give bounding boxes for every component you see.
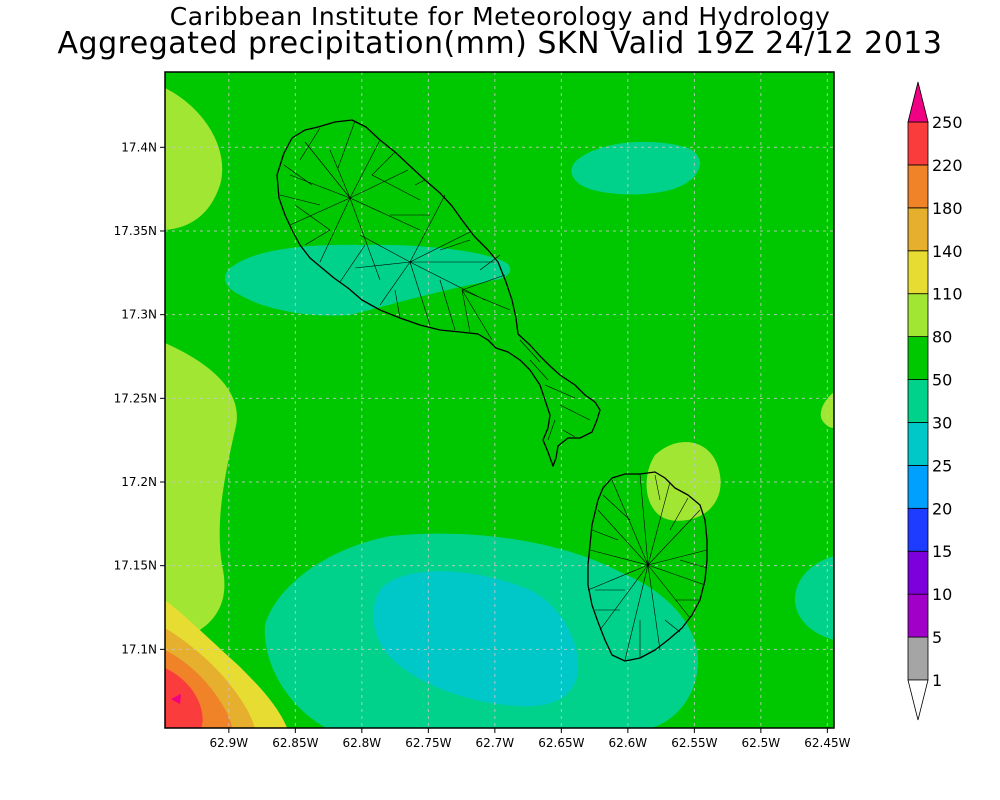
- colorbar-swatch: [907, 250, 929, 295]
- nevis-watersheds: [587, 473, 708, 661]
- contour-80-110-northwest: [165, 88, 223, 230]
- colorbar-swatch: [907, 507, 929, 552]
- lat-tick-label: 17.1N: [121, 642, 157, 656]
- colorbar-swatch: [907, 164, 929, 209]
- nevis-coastline: [587, 471, 708, 662]
- colorbar-label: 25: [932, 456, 952, 475]
- colorbar-over-triangle: [907, 81, 929, 123]
- colorbar-label: 250: [932, 113, 963, 132]
- colorbar-swatch: [907, 379, 929, 423]
- lat-tick-label: 17.3N: [121, 308, 157, 322]
- island-nevis: [587, 471, 708, 662]
- colorbar-swatch: [907, 336, 929, 380]
- lon-tick-label: 62.6W: [609, 736, 648, 750]
- colorbar-label: 5: [932, 628, 942, 647]
- contour-220-250-southwest: [165, 668, 203, 728]
- colorbar-label: 30: [932, 413, 952, 432]
- colorbar-label: 20: [932, 499, 952, 518]
- colorbar-label: 110: [932, 285, 963, 304]
- precipitation-field: [165, 72, 834, 728]
- colorbar-label: 10: [932, 585, 952, 604]
- contour-30-50-northeast: [571, 141, 700, 195]
- lon-tick-label: 62.8W: [343, 736, 382, 750]
- lon-tick-label: 62.7W: [476, 736, 515, 750]
- chart-subtitle: Aggregated precipitation(mm) SKN Valid 1…: [57, 26, 943, 61]
- lon-tick-label: 62.75W: [405, 736, 451, 750]
- colorbar-label: 1: [932, 671, 942, 690]
- contour-30-50-east: [794, 556, 834, 640]
- contour-80-110-nevis: [646, 441, 721, 521]
- colorbar-swatch: [907, 464, 929, 509]
- colorbar-swatch: [907, 293, 929, 338]
- map-grid: [165, 72, 834, 728]
- lon-tick-label: 62.9W: [210, 736, 249, 750]
- colorbar-swatch: [907, 207, 929, 252]
- colorbar-under-triangle: [907, 679, 929, 721]
- colorbar-swatch: [907, 422, 929, 466]
- colorbar-label: 15: [932, 542, 952, 561]
- colorbar-label: 180: [932, 199, 963, 218]
- colorbar-swatch: [907, 593, 929, 638]
- lat-tick-label: 17.4N: [121, 140, 157, 154]
- colorbar-label: 220: [932, 156, 963, 175]
- lon-tick-label: 62.55W: [671, 736, 717, 750]
- colorbar-swatch: [907, 121, 929, 166]
- lon-tick-label: 62.5W: [742, 736, 781, 750]
- lon-tick-label: 62.45W: [804, 736, 850, 750]
- lat-tick-label: 17.25N: [114, 391, 157, 405]
- st-kitts-watersheds: [279, 120, 591, 441]
- lon-tick-label: 62.85W: [272, 736, 318, 750]
- lat-tick-label: 17.2N: [121, 475, 157, 489]
- contour-25-30-south: [373, 571, 579, 707]
- chart-title: Caribbean Institute for Meteorology and …: [169, 2, 831, 31]
- contour-over-250-marker: [171, 694, 181, 704]
- contour-30-50-central: [225, 244, 511, 316]
- colorbar-swatch: [907, 550, 929, 595]
- longitude-axis: 62.9W 62.85W 62.8W 62.75W 62.7W 62.65W 62.6W 62…: [210, 728, 851, 750]
- colorbar-swatch: [907, 636, 929, 681]
- colorbar-label: 80: [932, 328, 952, 347]
- lat-tick-label: 17.35N: [114, 224, 157, 238]
- lon-tick-label: 62.65W: [538, 736, 584, 750]
- island-st-kitts: [276, 119, 601, 467]
- lat-tick-label: 17.15N: [114, 559, 157, 573]
- st-kitts-coastline: [276, 119, 601, 467]
- plot-frame: [164, 71, 835, 729]
- contour-80-110-west: [165, 343, 237, 645]
- colorbar-label: 50: [932, 371, 952, 390]
- colorbar-label: 140: [932, 242, 963, 261]
- latitude-axis: 17.4N 17.35N 17.3N 17.25N 17.2N 17.15N 17.1N: [114, 140, 165, 656]
